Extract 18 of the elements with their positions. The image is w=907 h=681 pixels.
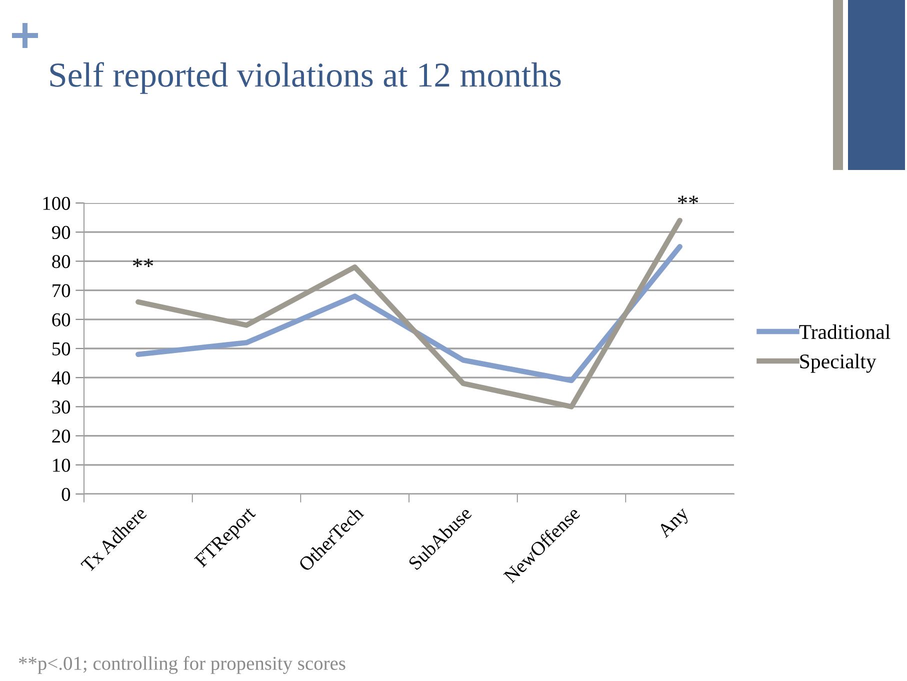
x-tick-label: Any <box>656 506 692 542</box>
y-tick-label: 40 <box>52 371 70 385</box>
text: **p<.01; controlling for propensity scores <box>18 656 346 674</box>
y-tick-label: 90 <box>52 226 70 240</box>
y-tick-label: 50 <box>52 342 70 356</box>
y-tick-label: 60 <box>52 313 70 326</box>
legend-label: Specialty <box>800 354 876 373</box>
y-tick-label: 70 <box>52 284 70 298</box>
y-tick-label: 100 <box>43 196 70 210</box>
legend-label: Traditional <box>799 324 890 340</box>
y-tick-label: 30 <box>52 400 70 414</box>
annotation: ** <box>678 196 698 204</box>
y-tick-label: 20 <box>52 430 70 443</box>
y-tick-label: 0 <box>62 488 70 501</box>
chart-title: Self reported violations at 12 months <box>50 62 561 94</box>
y-tick-label: 80 <box>52 255 70 268</box>
y-tick-label: 10 <box>53 458 70 472</box>
annotation: ** <box>132 258 154 267</box>
